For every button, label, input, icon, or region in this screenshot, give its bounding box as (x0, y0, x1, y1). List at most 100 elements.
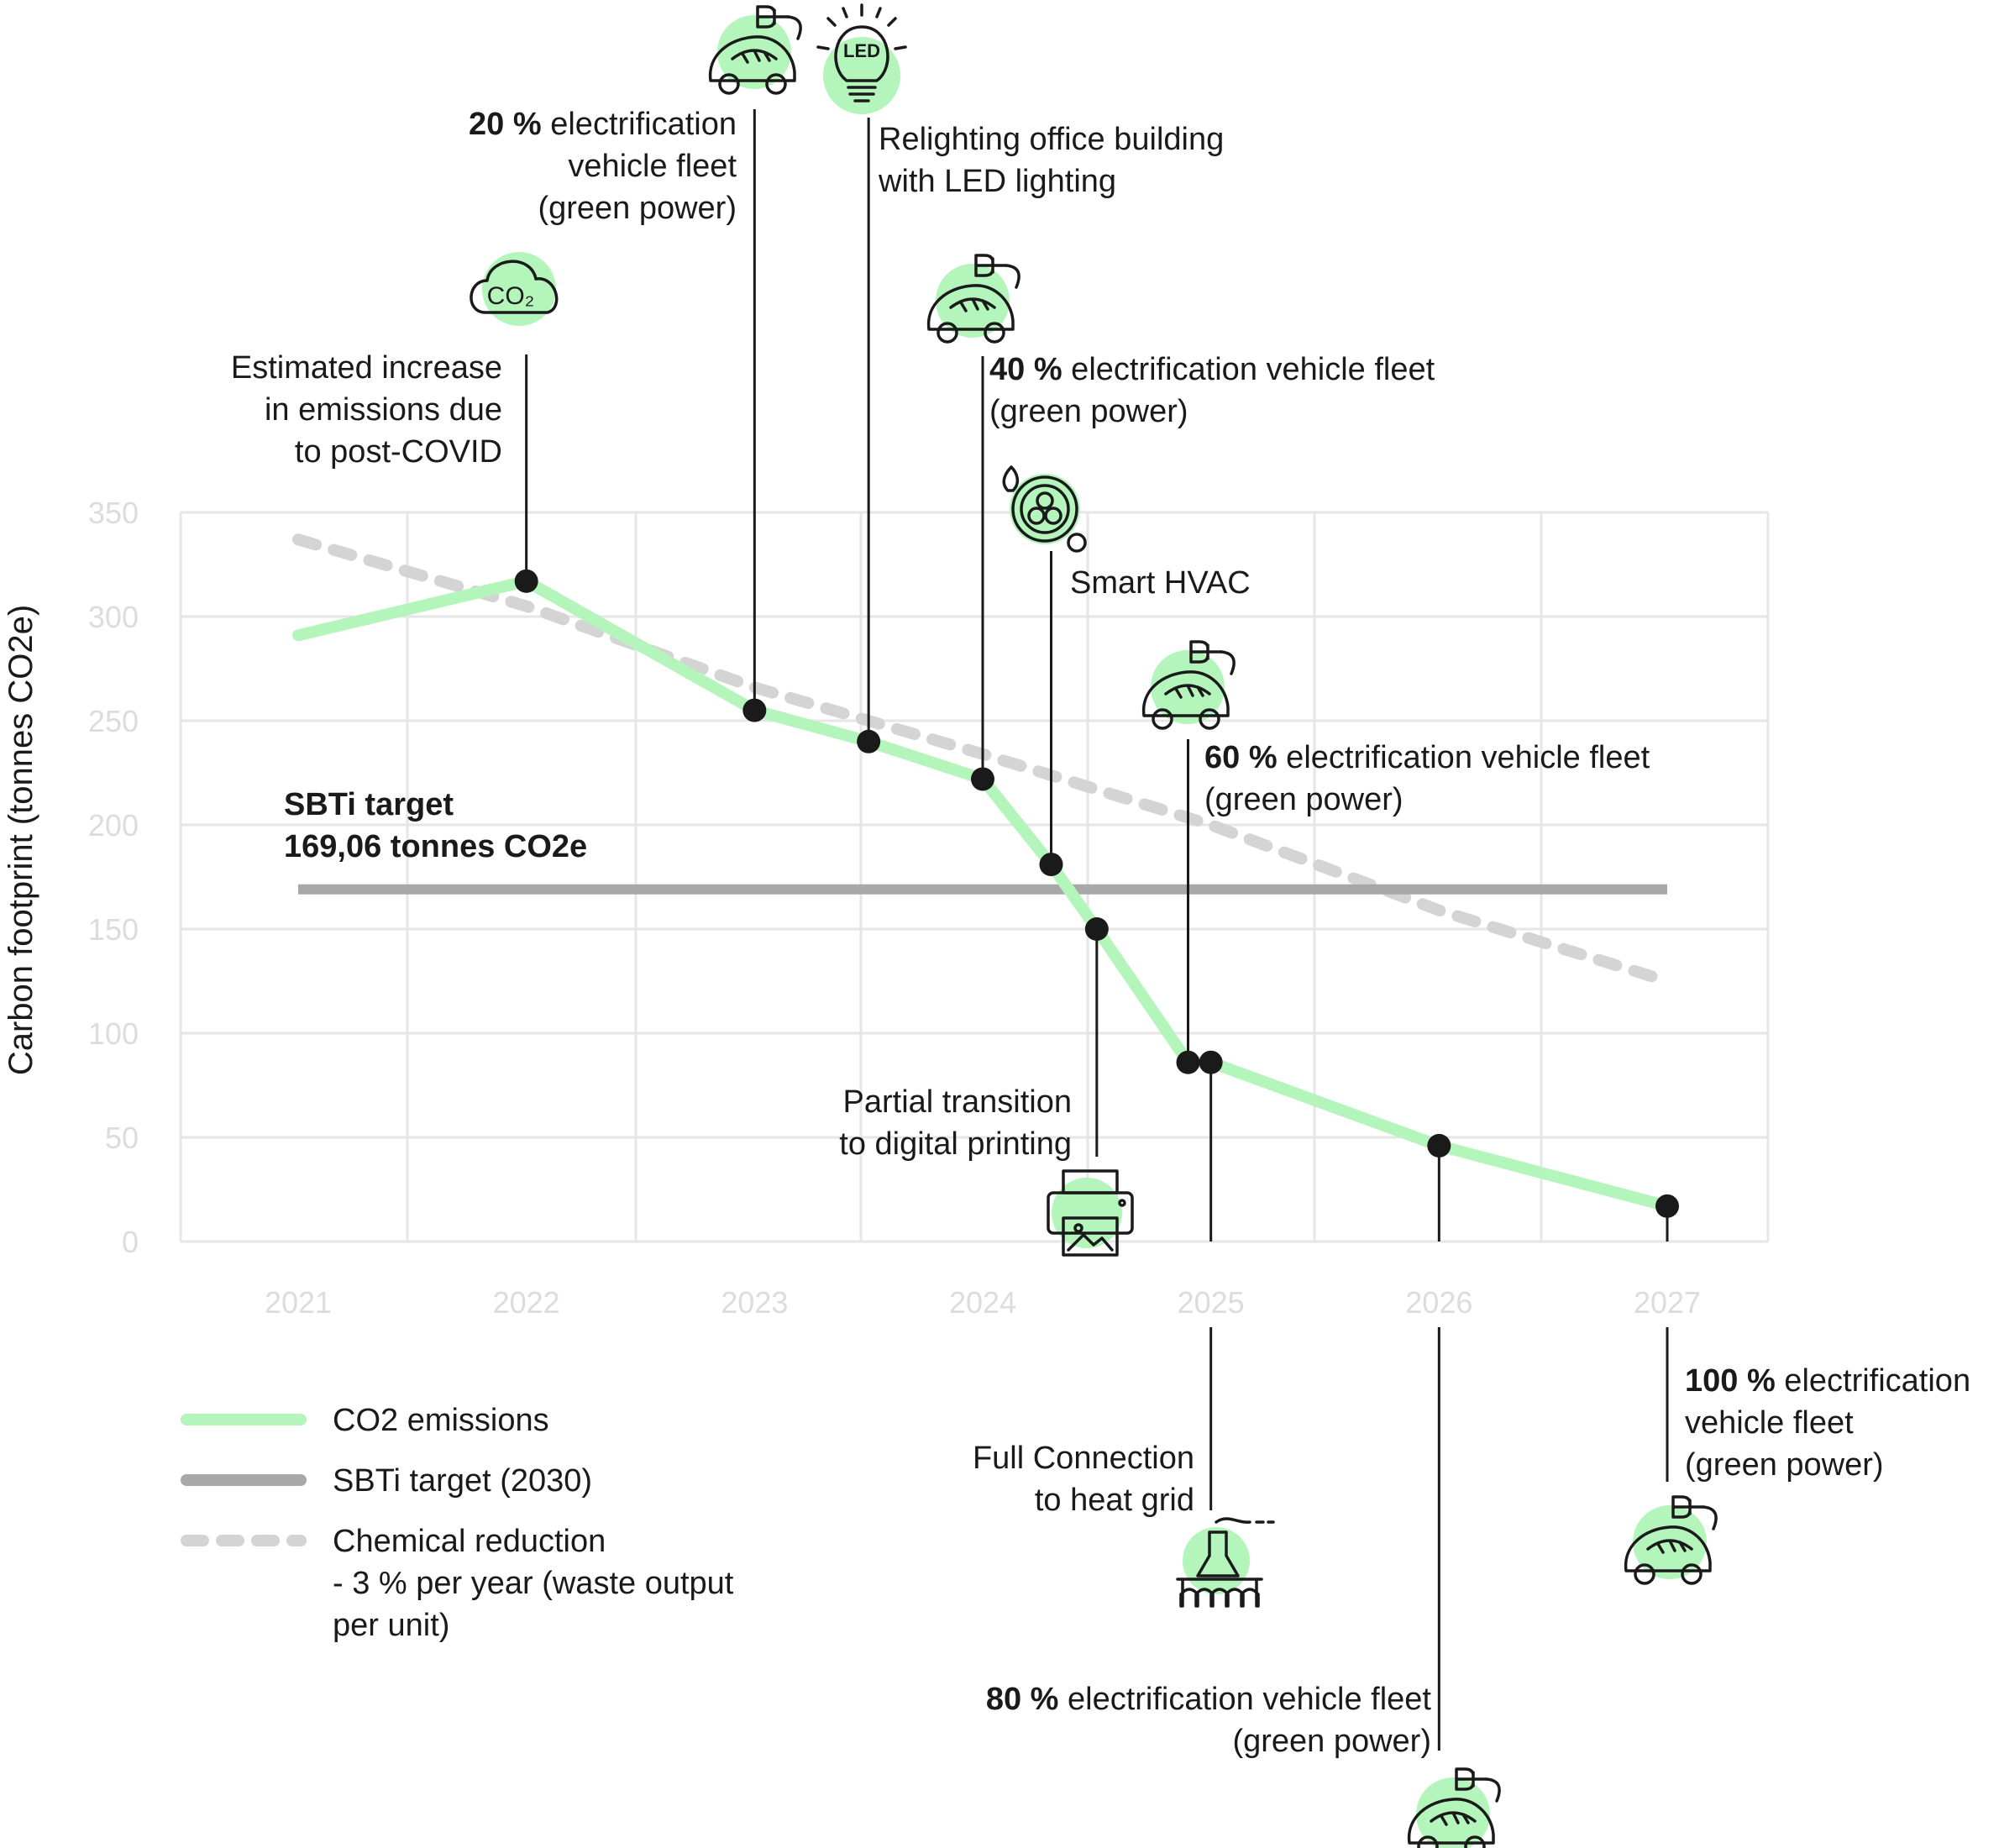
car-body (1141, 670, 1230, 717)
gear (1067, 533, 1087, 553)
fan-ring (1011, 475, 1078, 543)
light-ray (894, 45, 907, 50)
annotation-percent: 80 % (986, 1682, 1059, 1717)
annotation-text-line: Relighting office building (879, 122, 1224, 157)
car-body (1407, 1798, 1495, 1845)
annotation-text-line: (green power) (1232, 1724, 1431, 1759)
milestone-marker (742, 698, 767, 722)
cord (786, 15, 802, 40)
car-body (1624, 1525, 1712, 1572)
milestone-marker (971, 767, 994, 791)
icon-bg (482, 252, 556, 326)
icon-bg (1052, 1178, 1122, 1248)
annotation-leaders (525, 109, 1669, 1751)
icon-bg (823, 37, 900, 114)
annotation-1: CO₂ Estimated increase in emissions due to … (231, 252, 559, 470)
cloud-outline (470, 260, 559, 314)
annotation-text-line: Estimated increase (231, 350, 502, 386)
fan-blade (1036, 491, 1054, 510)
light-ray (826, 17, 837, 27)
cord (1220, 650, 1236, 675)
plug (974, 254, 1008, 277)
plug (756, 5, 790, 29)
annotation-8: Full Connection to heat grid (973, 1441, 1275, 1608)
annotation-text-line: 80 % electrification vehicle fleet (986, 1682, 1432, 1717)
annotation-text: electrification vehicle fleet (1278, 740, 1650, 775)
annotation-9: 80 % electrification vehicle fleet (green… (986, 1682, 1501, 1848)
annotation-text-line: Full Connection (973, 1441, 1194, 1476)
car-wheel (937, 322, 958, 344)
milestone-marker (1427, 1133, 1451, 1158)
annotation-text-line: vehicle fleet (1685, 1405, 1854, 1441)
flame (1002, 465, 1020, 492)
car-wheel (718, 73, 740, 95)
car-wheel (1681, 1563, 1703, 1585)
flask (1196, 1530, 1240, 1578)
printer-led (1118, 1199, 1126, 1207)
plug (1455, 1767, 1488, 1791)
milestone-markers (514, 569, 1679, 1218)
annotation-6: Partial transition to digital printing (839, 1084, 1134, 1257)
fan-blade (1044, 507, 1062, 525)
x-tick-label: 2026 (1405, 1285, 1472, 1320)
annotation-text-line: 100 % electrification (1685, 1363, 1970, 1399)
car-wheel (1152, 708, 1173, 730)
leaf-mark (949, 297, 996, 312)
electric-car-icon (1407, 1767, 1501, 1848)
y-tick-label: 200 (88, 808, 139, 843)
sbti-target-title: SBTi target (284, 787, 454, 822)
annotation-5: Smart HVAC (1002, 465, 1251, 601)
x-axis-ticks: 2021 2022 2023 2024 2025 2026 2027 (265, 1285, 1701, 1320)
y-tick-label: 100 (88, 1016, 139, 1051)
cord (1702, 1505, 1718, 1530)
electric-car-icon (1141, 640, 1236, 730)
annotation-text-line: Smart HVAC (1070, 565, 1251, 601)
printer-paper-out (1062, 1216, 1119, 1257)
annotation-text-line: Partial transition (843, 1084, 1072, 1120)
legend-label: SBTi target (2030) (333, 1463, 592, 1499)
icon-bg (1183, 1527, 1250, 1594)
annotation-7: 60 % electrification vehicle fleet (green… (1141, 640, 1650, 817)
annotation-percent: 40 % (989, 352, 1062, 387)
y-axis-label: Carbon footprint (tonnes CO2e) (3, 605, 39, 1075)
annotation-text-line: (green power) (989, 394, 1188, 429)
annotation-text-line: 60 % electrification vehicle fleet (1204, 740, 1650, 775)
legend-label: Chemical reduction (333, 1524, 606, 1559)
y-tick-label: 150 (88, 912, 139, 947)
annotation-text: electrification (1776, 1363, 1970, 1399)
milestone-marker (514, 569, 538, 593)
electric-car-icon (926, 254, 1020, 344)
annotation-10: 100 % electrification vehicle fleet (green… (1624, 1363, 1970, 1585)
printer-paper-top (1062, 1169, 1119, 1194)
co2-glyph: CO₂ (487, 282, 535, 310)
heat-pipe (1240, 1588, 1260, 1608)
annotation-percent: 100 % (1685, 1363, 1776, 1399)
milestone-marker (1199, 1050, 1223, 1074)
car-wheel (765, 73, 787, 95)
annotation-text-line: (green power) (1685, 1447, 1884, 1483)
electric-car-icon (708, 5, 802, 95)
steam (1215, 1517, 1275, 1524)
image-glyph (1067, 1233, 1114, 1252)
heat-grid-factory-icon (1176, 1517, 1275, 1608)
annotation-text-line: 20 % electrification (469, 107, 737, 142)
bulb-base (847, 86, 877, 102)
annotation-text: electrification vehicle fleet (1058, 1682, 1431, 1717)
bulb-glass (834, 25, 889, 82)
annotation-text-line: (green power) (538, 191, 737, 226)
image-sun (1073, 1223, 1083, 1233)
light-ray (875, 7, 882, 18)
plug (1671, 1495, 1705, 1519)
annotation-text-line: to heat grid (1035, 1483, 1194, 1518)
car-wheel (1199, 708, 1220, 730)
y-tick-label: 250 (88, 704, 139, 738)
car-wheel (1417, 1835, 1439, 1848)
printer-icon (1047, 1169, 1134, 1257)
legend-label: per unit) (333, 1608, 449, 1643)
car-wheel (1634, 1563, 1655, 1585)
annotation-percent: 60 % (1204, 740, 1278, 775)
annotation-text-line: 40 % electrification vehicle fleet (989, 352, 1435, 387)
light-ray (816, 45, 830, 50)
car-body (708, 35, 796, 82)
x-tick-label: 2024 (949, 1285, 1016, 1320)
